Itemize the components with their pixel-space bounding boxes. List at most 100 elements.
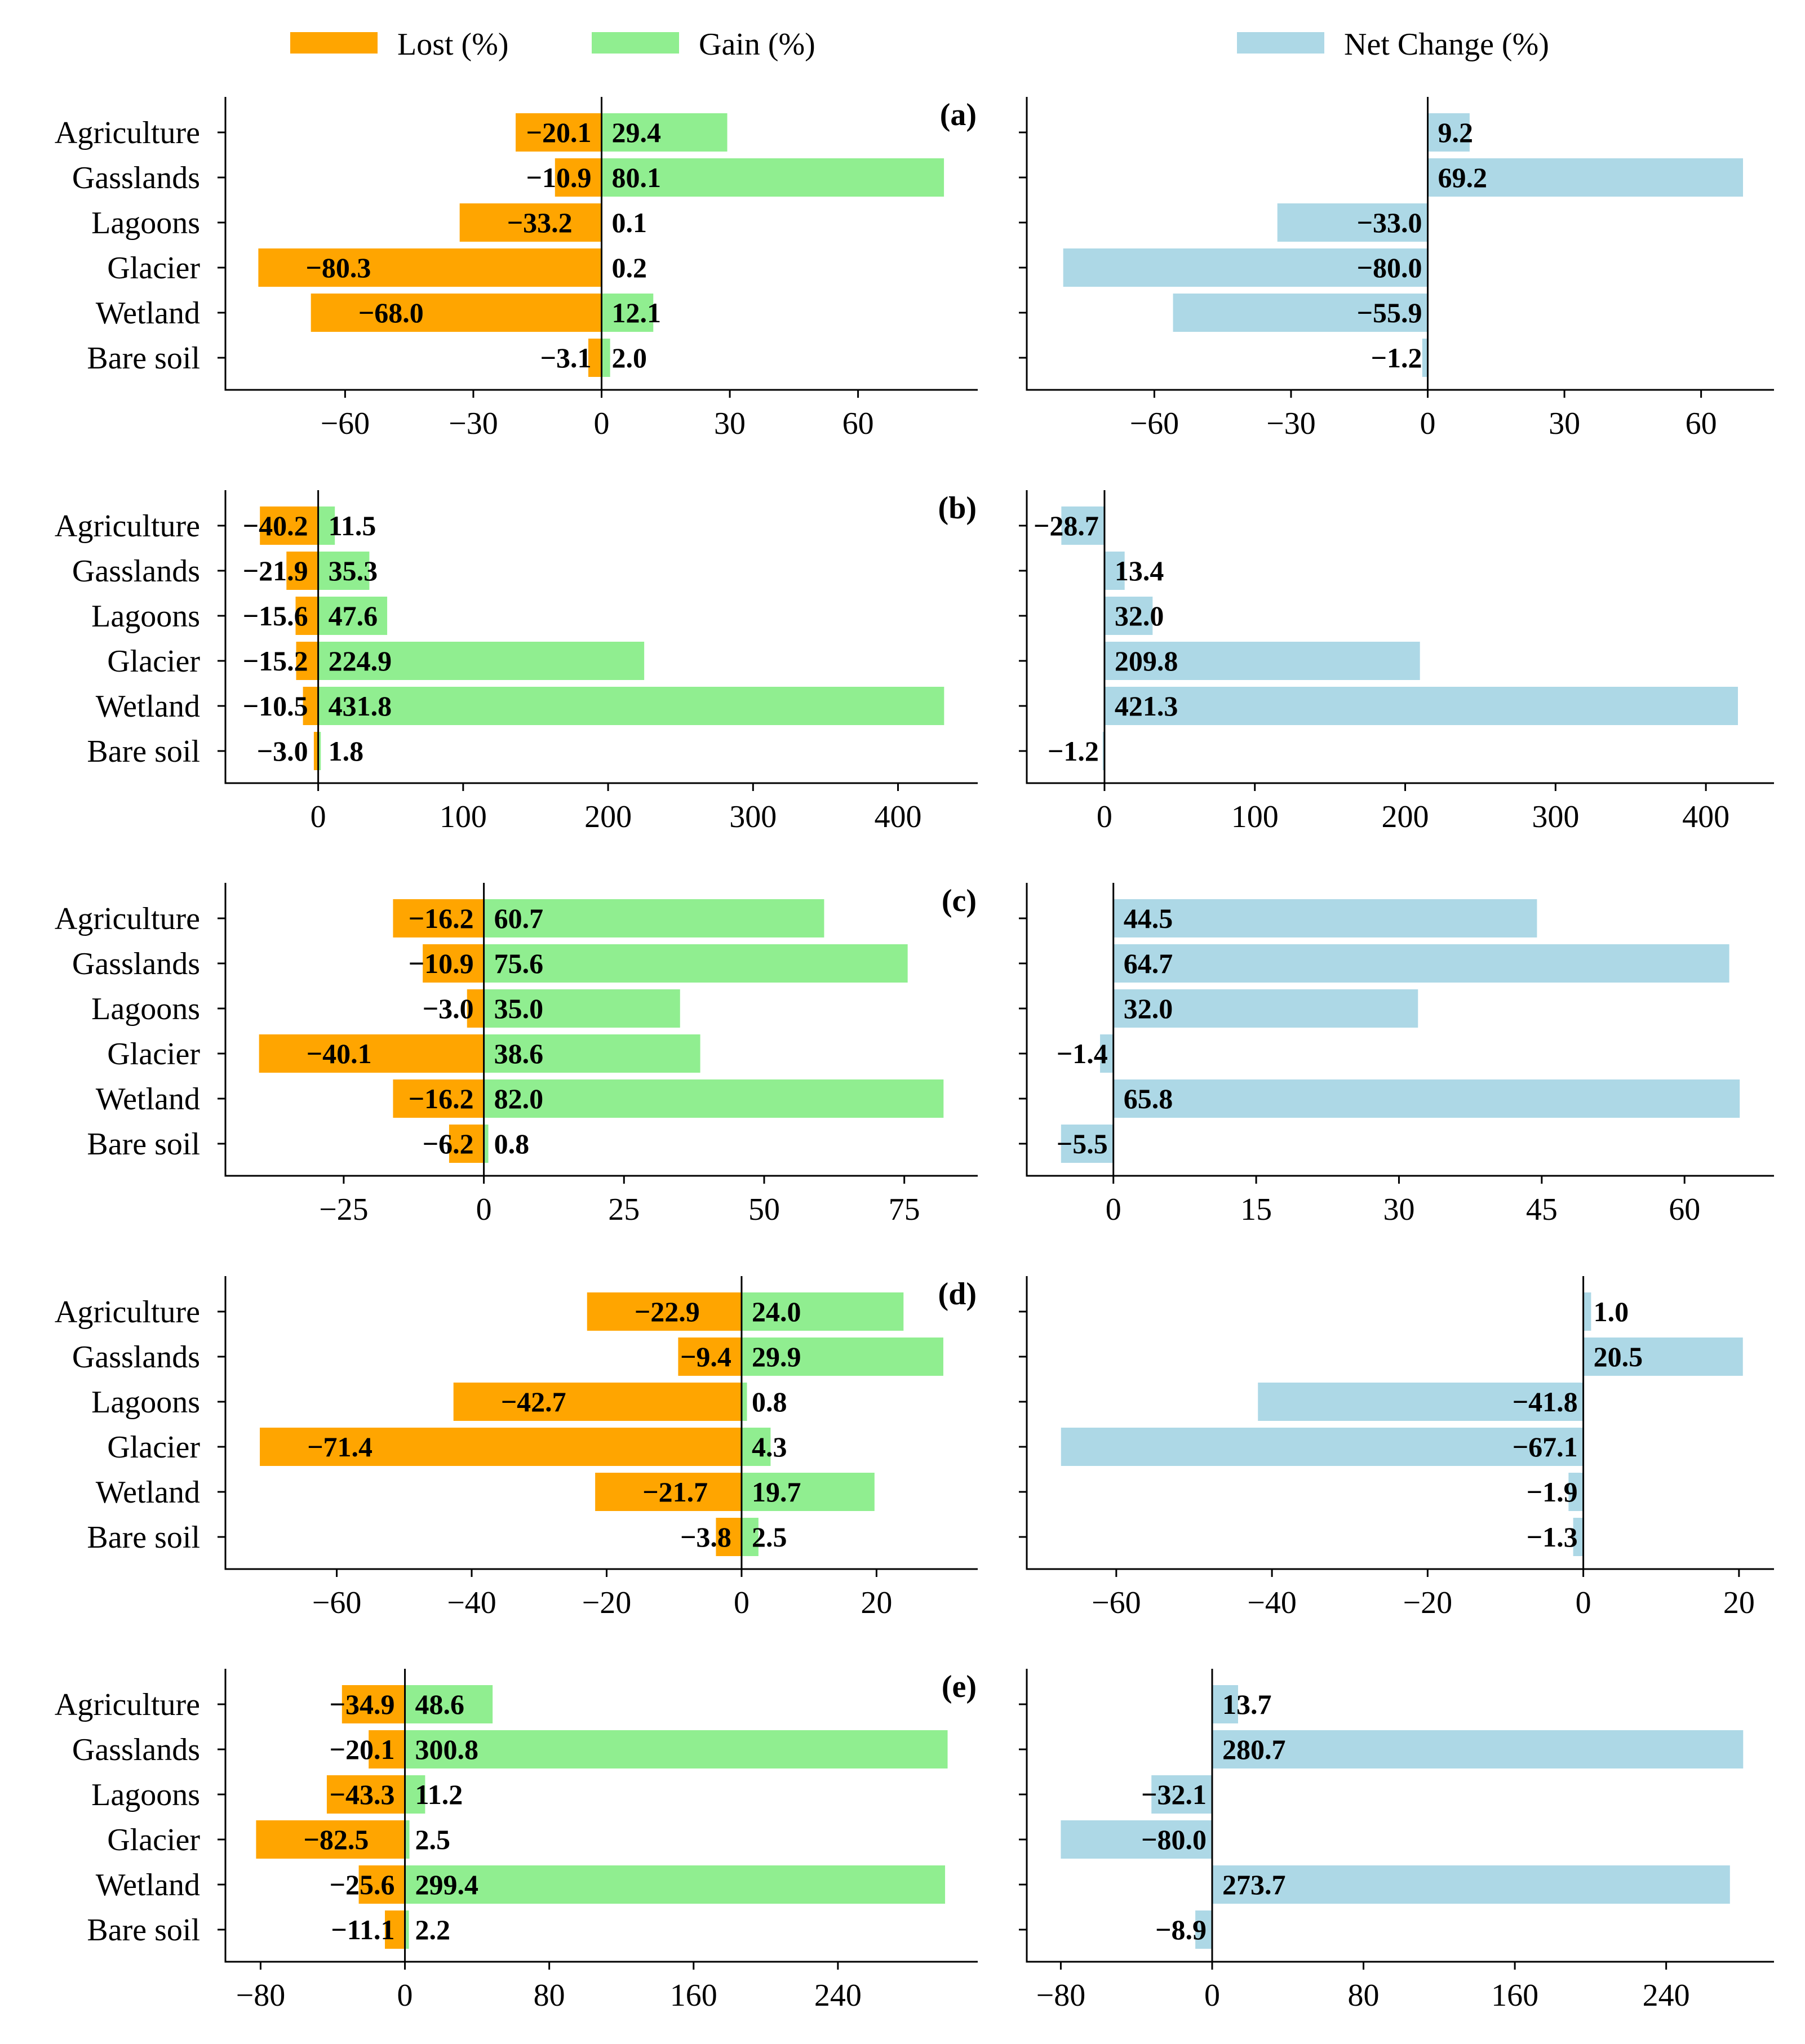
- panel-3-left-label-lost-2: −42.7: [501, 1386, 566, 1418]
- panel-3-right-label-net-2: −41.8: [1513, 1386, 1578, 1418]
- panel-2-right-label-net-2: 32.0: [1124, 993, 1173, 1024]
- panel-0-left-label-lost-0: −20.1: [526, 117, 592, 148]
- panel-4-left-xtick-label-0: −80: [236, 1978, 286, 2013]
- panel-2-right-bar-net-3: [1100, 1034, 1114, 1073]
- panel-1-right-bar-net-1: [1104, 552, 1125, 590]
- panel-2-right-xtick-label-1: 15: [1240, 1192, 1272, 1227]
- panel-2-right-bar-net-1: [1113, 944, 1729, 983]
- panel-1-right-bar-net-3: [1104, 642, 1420, 680]
- panel-2-left-bar-gain-4: [484, 1079, 944, 1118]
- panel-4-right-bar-net-4: [1212, 1865, 1730, 1904]
- panel-3-left-axes: [224, 1276, 978, 1570]
- panel-1-right-label-net-5: −1.2: [1048, 735, 1099, 767]
- panel-1-right-label-net-2: 32.0: [1115, 600, 1164, 632]
- panel-3-left-xtick-label-3: 0: [734, 1585, 750, 1620]
- panel-3-right-bar-net-3: [1061, 1428, 1584, 1466]
- panel-1-left-label-gain-4: 431.8: [329, 690, 392, 722]
- panel-2-left-xtick-label-0: −25: [319, 1192, 369, 1227]
- panel-2-right-bar-net-5: [1061, 1125, 1114, 1163]
- panel-1-left-label-lost-1: −21.9: [243, 555, 308, 586]
- panel-1-left-xtick-label-0: 0: [311, 799, 326, 834]
- panel-3-right-bar-net-0: [1583, 1292, 1591, 1331]
- panel-3-right-bar-net-4: [1568, 1473, 1584, 1511]
- panel-0-left-category-label-3: Glacier: [107, 251, 200, 286]
- panel-2-right-label-net-1: 64.7: [1124, 948, 1173, 979]
- panel-1-right-xtick-label-0: 0: [1097, 799, 1112, 834]
- panel-3-left-xtick-label-1: −40: [447, 1585, 496, 1620]
- panel-4-left-label-gain-5: 2.2: [415, 1914, 451, 1945]
- panel-0-right-bar-net-0: [1427, 113, 1470, 152]
- panel-0-left-label-gain-3: 0.2: [612, 252, 648, 283]
- legend: Lost (%) Gain (%) Net Change (%): [290, 27, 1549, 62]
- panel-2-left-category-label-5: Bare soil: [87, 1127, 200, 1162]
- panel-1-left-bar-gain-2: [318, 597, 388, 635]
- panel-4-right-label-net-3: −80.0: [1141, 1824, 1207, 1855]
- panel-4-left-axes: [224, 1669, 978, 1963]
- panel-4: −34.9 −20.1 −43.3 −82.5 −25.6 −11.1 48.6 300.8 1…: [55, 1669, 1774, 2013]
- panel-1-left-xtick-label-4: 400: [875, 799, 922, 834]
- panel-1-left-bar-lost-2: [295, 597, 318, 635]
- panel-2-right-axes: [1026, 883, 1774, 1177]
- panel-0-right-bar-net-4: [1173, 294, 1428, 332]
- panel-2-right-xtick-label-4: 60: [1669, 1192, 1700, 1227]
- panel-2-left-category-label-2: Lagoons: [91, 992, 200, 1027]
- panel-3-left-category-label-4: Wetland: [96, 1475, 200, 1510]
- panel-1-left-bar-lost-4: [303, 687, 318, 725]
- panel-4-right-bar-net-0: [1212, 1685, 1238, 1723]
- panel-4-left-label-gain-3: 2.5: [415, 1824, 451, 1855]
- panel-3-left-category-label-3: Glacier: [107, 1430, 200, 1465]
- panel-3-right-label-net-5: −1.3: [1527, 1521, 1578, 1553]
- panel-3-right-xtick-label-3: 0: [1576, 1585, 1591, 1620]
- panel-0-right-bar-net-1: [1427, 158, 1744, 197]
- panel-2-right-label-net-3: −1.4: [1057, 1038, 1108, 1069]
- panel-1-left-bar-gain-5: [318, 732, 321, 770]
- panel-0-left-label-gain-1: 80.1: [612, 162, 662, 193]
- panel-4-right-axes: [1026, 1669, 1774, 1963]
- panel-4-left-bar-lost-3: [256, 1820, 405, 1859]
- panel-0-left-bar-lost-1: [555, 158, 602, 197]
- panel-3-left-bar-lost-2: [453, 1383, 742, 1421]
- panel-4-right-label-net-4: 273.7: [1222, 1869, 1286, 1900]
- panel-4-left-bar-gain-0: [405, 1685, 493, 1723]
- panel-0-left-bar-gain-1: [601, 158, 944, 197]
- panel-0-right-label-net-0: 9.2: [1438, 117, 1474, 148]
- panel-2-left-xtick-label-2: 25: [608, 1192, 640, 1227]
- panel-1-right-label-net-1: 13.4: [1115, 555, 1164, 586]
- panel-0-left-label-lost-2: −33.2: [507, 207, 573, 238]
- panel-4-left-label-gain-1: 300.8: [415, 1734, 479, 1765]
- panel-3-left-category-label-0: Agriculture: [55, 1295, 200, 1330]
- panel-3-left-bar-gain-1: [741, 1338, 943, 1376]
- panel-3-left-category-label-2: Lagoons: [91, 1385, 200, 1420]
- panel-4-left-category-label-5: Bare soil: [87, 1913, 200, 1948]
- panel-3-left-xtick-label-0: −60: [312, 1585, 362, 1620]
- panel-4-right-xtick-label-1: 0: [1204, 1978, 1220, 2013]
- panel-0-left-xtick-label-2: 0: [594, 406, 610, 441]
- panel-3-left-category-label-5: Bare soil: [87, 1520, 200, 1555]
- panel-0-left-bar-gain-4: [601, 294, 654, 332]
- panel-1-right-xtick-label-1: 100: [1231, 799, 1279, 834]
- panel-3-left-label-gain-3: 4.3: [752, 1431, 787, 1463]
- panel-4-left-label-lost-3: −82.5: [303, 1824, 369, 1855]
- panel-0-left-label-lost-1: −10.9: [526, 162, 592, 193]
- panel-3-left-label-gain-4: 19.7: [752, 1476, 801, 1508]
- panel-0-right-label-net-5: −1.2: [1371, 342, 1422, 374]
- panel-1-left-category-label-1: Gasslands: [72, 554, 200, 589]
- panel-4-left-xtick-label-1: 0: [397, 1978, 413, 2013]
- panel-4-left-label-lost-5: −11.1: [331, 1914, 394, 1945]
- panel-2-left-axes: [224, 883, 978, 1177]
- panel-2-left-xtick-label-3: 50: [748, 1192, 780, 1227]
- panel-0-right-xtick-label-4: 60: [1686, 406, 1717, 441]
- panel-1-left-category-label-3: Glacier: [107, 644, 200, 679]
- panel-1-left-bar-gain-4: [318, 687, 944, 725]
- panel-4-left-category-label-0: Agriculture: [55, 1687, 200, 1722]
- panel-1-left-category-label-2: Lagoons: [91, 599, 200, 634]
- panel-0-left-label-lost-5: −3.1: [540, 342, 592, 374]
- panel-label-0: (a): [940, 97, 977, 132]
- panel-3-left-bar-lost-0: [587, 1292, 742, 1331]
- panel-2-left-label-gain-4: 82.0: [494, 1083, 544, 1114]
- panel-3-left-label-lost-0: −22.9: [635, 1296, 700, 1327]
- panel-4-left-label-lost-4: −25.6: [330, 1869, 395, 1900]
- panel-3-left-label-gain-1: 29.9: [752, 1341, 801, 1372]
- panel-4-left-xtick-label-4: 240: [814, 1978, 862, 2013]
- panel-2-left-category-label-1: Gasslands: [72, 947, 200, 981]
